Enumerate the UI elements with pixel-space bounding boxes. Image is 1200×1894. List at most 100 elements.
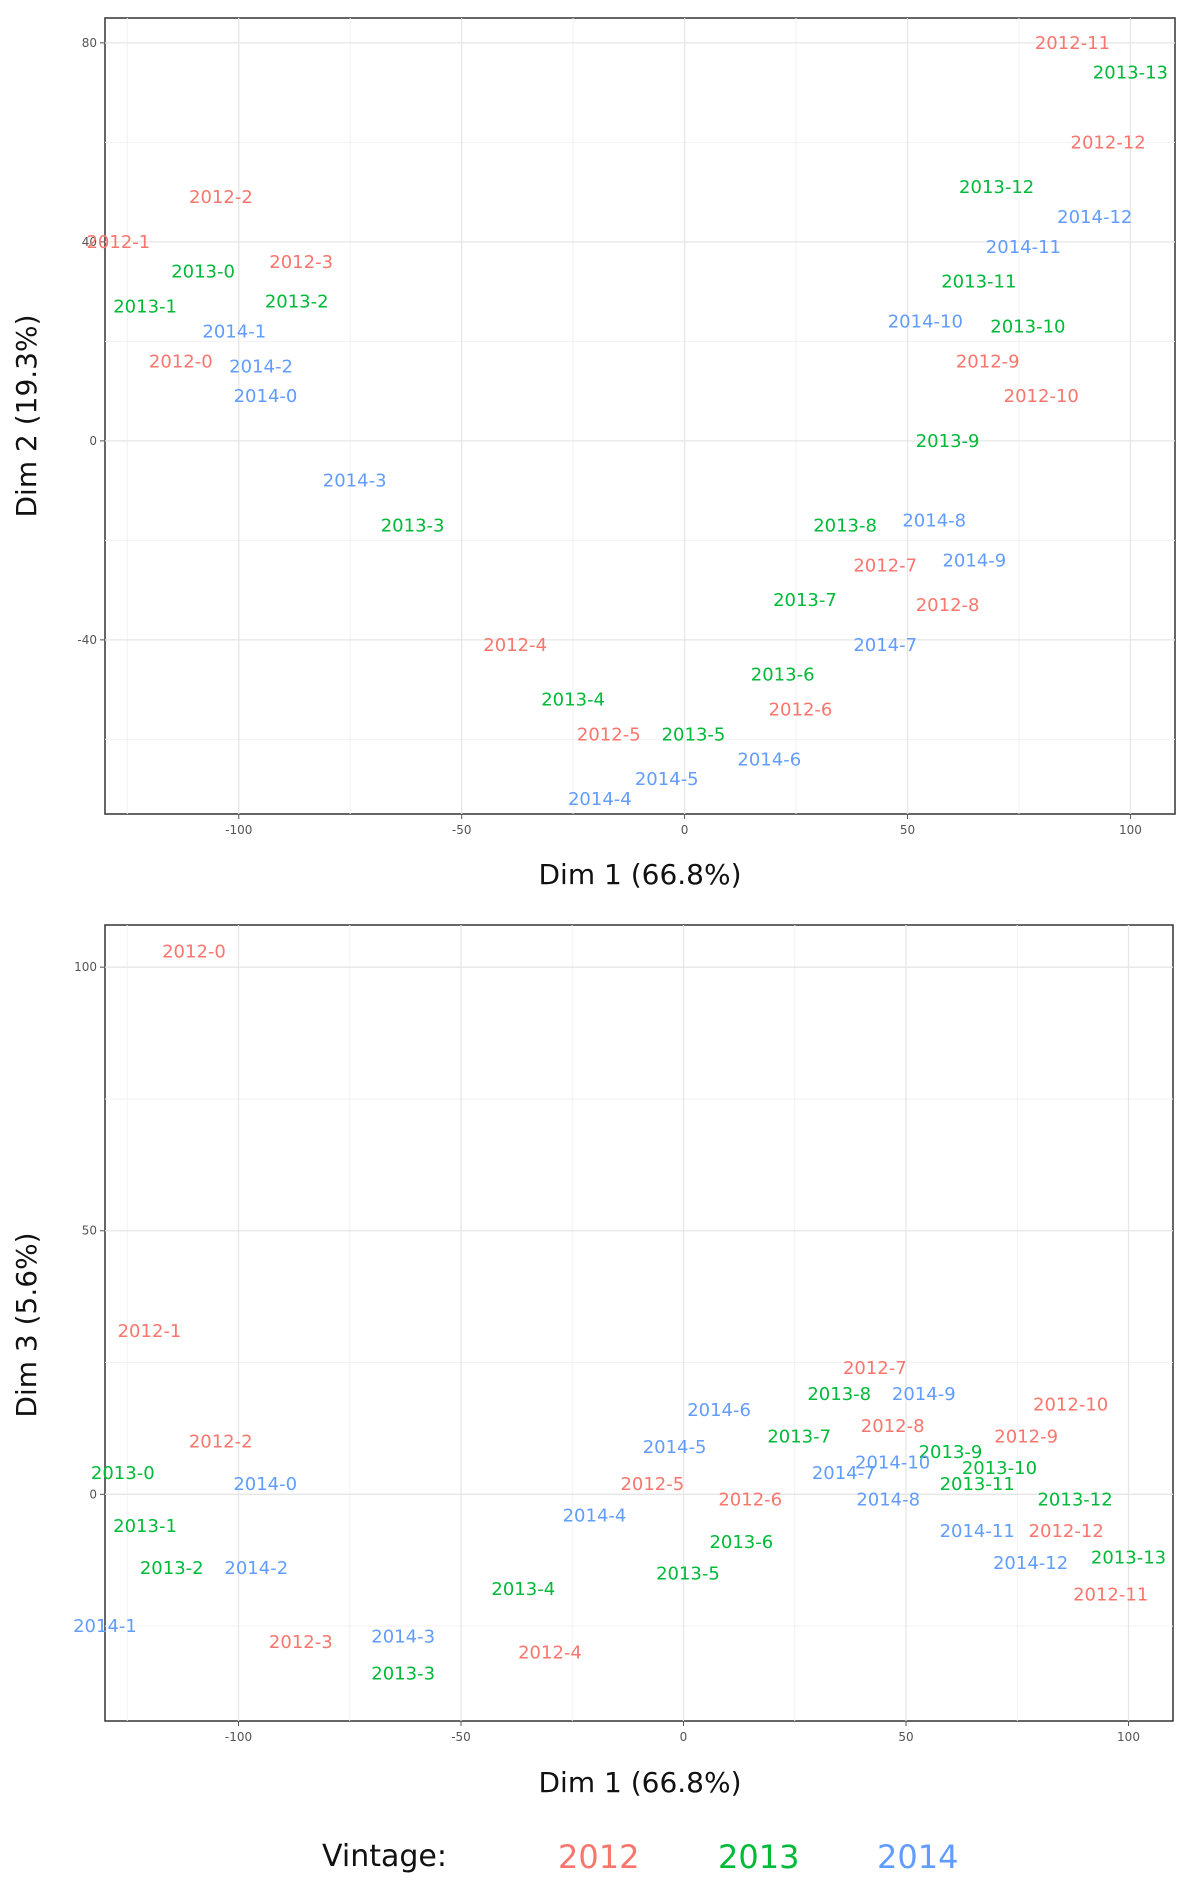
point-label-2014-10: 2014-10 bbox=[855, 1453, 930, 1474]
y-tick-label: -40 bbox=[77, 633, 97, 647]
point-label-2014-3: 2014-3 bbox=[323, 471, 387, 492]
legend: Vintage: 2012 2013 2014 bbox=[322, 1838, 958, 1876]
point-label-2013-12: 2013-12 bbox=[959, 177, 1034, 198]
point-label-2012-2: 2012-2 bbox=[189, 187, 253, 208]
x-tick-label: 0 bbox=[680, 1730, 688, 1744]
point-label-2014-9: 2014-9 bbox=[892, 1384, 956, 1405]
point-label-2014-6: 2014-6 bbox=[737, 749, 801, 770]
point-label-2014-12: 2014-12 bbox=[1057, 207, 1132, 228]
point-label-2012-5: 2012-5 bbox=[620, 1474, 684, 1495]
point-label-2012-7: 2012-7 bbox=[853, 555, 917, 576]
point-label-2013-1: 2013-1 bbox=[113, 1516, 177, 1537]
point-label-2013-2: 2013-2 bbox=[140, 1558, 204, 1579]
x-tick-label: 50 bbox=[900, 823, 915, 837]
point-label-2013-12: 2013-12 bbox=[1037, 1490, 1112, 1511]
legend-item-2014: 2014 bbox=[877, 1838, 958, 1876]
point-label-2013-11: 2013-11 bbox=[941, 272, 1016, 293]
point-label-2012-9: 2012-9 bbox=[956, 351, 1020, 372]
point-label-2013-10: 2013-10 bbox=[962, 1458, 1037, 1479]
y-tick-label: 100 bbox=[74, 960, 97, 974]
point-label-2013-13: 2013-13 bbox=[1093, 63, 1168, 84]
point-label-2013-1: 2013-1 bbox=[113, 297, 177, 318]
point-label-2014-3: 2014-3 bbox=[371, 1627, 435, 1648]
point-label-2013-0: 2013-0 bbox=[91, 1463, 155, 1484]
point-label-2012-2: 2012-2 bbox=[189, 1432, 253, 1453]
y-tick-label: 0 bbox=[89, 1487, 97, 1501]
point-label-2013-8: 2013-8 bbox=[807, 1384, 871, 1405]
point-label-2012-12: 2012-12 bbox=[1071, 132, 1146, 153]
point-label-2014-0: 2014-0 bbox=[233, 1474, 297, 1495]
point-label-2014-11: 2014-11 bbox=[940, 1521, 1015, 1542]
dim1-dim2-panel: -100 -50 0 50 100 -40 0 40 80 2012-0 2012-1 2012-2… bbox=[10, 17, 1176, 891]
point-label-2012-11: 2012-11 bbox=[1035, 33, 1110, 54]
y-tick-label: 50 bbox=[82, 1224, 97, 1238]
point-label-2012-8: 2012-8 bbox=[916, 595, 980, 616]
point-label-2013-13: 2013-13 bbox=[1091, 1548, 1166, 1569]
grid-lines bbox=[105, 18, 1175, 814]
x-tick-label: -100 bbox=[225, 1730, 252, 1744]
x-tick-label: 100 bbox=[1119, 823, 1142, 837]
point-label-2014-1: 2014-1 bbox=[73, 1616, 137, 1637]
point-label-2013-6: 2013-6 bbox=[709, 1532, 773, 1553]
point-label-2013-6: 2013-6 bbox=[751, 665, 815, 686]
point-label-2012-0: 2012-0 bbox=[149, 351, 213, 372]
point-label-2012-6: 2012-6 bbox=[769, 700, 833, 721]
y-axis-title: Dim 3 (5.6%) bbox=[10, 1232, 43, 1417]
point-label-2013-7: 2013-7 bbox=[773, 590, 837, 611]
x-tick-label: -50 bbox=[452, 823, 472, 837]
point-label-2013-8: 2013-8 bbox=[813, 515, 877, 536]
point-label-2013-10: 2013-10 bbox=[990, 316, 1065, 337]
grid-lines bbox=[105, 925, 1173, 1721]
legend-title: Vintage: bbox=[322, 1839, 447, 1874]
point-label-2014-7: 2014-7 bbox=[812, 1463, 876, 1484]
point-label-2014-6: 2014-6 bbox=[687, 1400, 751, 1421]
point-label-2012-0: 2012-0 bbox=[162, 941, 226, 962]
x-tick-label: 0 bbox=[681, 823, 689, 837]
point-label-2014-8: 2014-8 bbox=[856, 1490, 920, 1511]
point-label-2014-7: 2014-7 bbox=[853, 635, 917, 656]
point-label-2013-4: 2013-4 bbox=[541, 690, 605, 711]
point-label-2012-3: 2012-3 bbox=[269, 1632, 333, 1653]
x-tick-label: -100 bbox=[225, 823, 252, 837]
point-label-2012-5: 2012-5 bbox=[577, 724, 641, 745]
y-tick-label: 0 bbox=[89, 434, 97, 448]
point-labels: 2012-0 2012-1 2012-2 2012-3 2012-4 2012-5 2012… bbox=[86, 33, 1168, 810]
panel-border bbox=[104, 17, 1176, 815]
point-label-2014-4: 2014-4 bbox=[568, 789, 632, 810]
point-label-2012-8: 2012-8 bbox=[861, 1416, 925, 1437]
point-label-2012-1: 2012-1 bbox=[86, 232, 150, 253]
panel-border bbox=[104, 924, 1174, 1722]
point-label-2014-2: 2014-2 bbox=[224, 1558, 288, 1579]
x-tick-label: -50 bbox=[451, 1730, 471, 1744]
point-label-2014-2: 2014-2 bbox=[229, 356, 293, 377]
point-label-2012-4: 2012-4 bbox=[518, 1642, 582, 1663]
point-label-2013-7: 2013-7 bbox=[767, 1426, 831, 1447]
point-label-2014-12: 2014-12 bbox=[993, 1553, 1068, 1574]
point-label-2012-10: 2012-10 bbox=[1004, 386, 1079, 407]
point-label-2013-3: 2013-3 bbox=[381, 515, 445, 536]
tick-labels: -100 -50 0 50 100 -40 0 40 80 bbox=[77, 36, 1141, 837]
point-label-2014-4: 2014-4 bbox=[563, 1505, 627, 1526]
point-label-2013-5: 2013-5 bbox=[656, 1563, 720, 1584]
point-label-2014-1: 2014-1 bbox=[202, 321, 266, 342]
point-label-2013-4: 2013-4 bbox=[491, 1579, 555, 1600]
legend-item-2013: 2013 bbox=[718, 1838, 799, 1876]
y-axis-title: Dim 2 (19.3%) bbox=[10, 314, 43, 517]
point-label-2013-11: 2013-11 bbox=[940, 1474, 1015, 1495]
point-label-2012-10: 2012-10 bbox=[1033, 1395, 1108, 1416]
point-label-2012-12: 2012-12 bbox=[1029, 1521, 1104, 1542]
point-label-2012-3: 2012-3 bbox=[269, 252, 333, 273]
point-label-2012-7: 2012-7 bbox=[843, 1358, 907, 1379]
point-label-2014-5: 2014-5 bbox=[643, 1437, 707, 1458]
legend-item-2012: 2012 bbox=[558, 1838, 639, 1876]
point-label-2012-6: 2012-6 bbox=[718, 1490, 782, 1511]
point-label-2013-3: 2013-3 bbox=[371, 1664, 435, 1685]
point-label-2013-9: 2013-9 bbox=[919, 1442, 983, 1463]
y-tick-label: 40 bbox=[82, 235, 97, 249]
x-axis-title: Dim 1 (66.8%) bbox=[538, 1766, 741, 1799]
point-label-2014-5: 2014-5 bbox=[635, 769, 699, 790]
point-label-2012-11: 2012-11 bbox=[1073, 1584, 1148, 1605]
point-label-2012-4: 2012-4 bbox=[483, 635, 547, 656]
